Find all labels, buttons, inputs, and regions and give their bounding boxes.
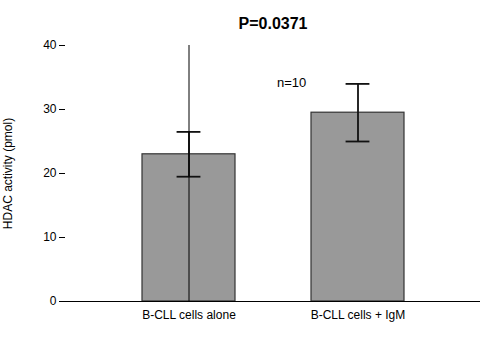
svg-text:0: 0 — [50, 294, 57, 308]
svg-text:10: 10 — [43, 230, 57, 244]
svg-text:n=10: n=10 — [277, 75, 306, 90]
svg-text:20: 20 — [43, 166, 57, 180]
svg-text:P=0.0371: P=0.0371 — [239, 15, 308, 32]
svg-text:B-CLL cells alone: B-CLL cells alone — [142, 308, 236, 322]
svg-text:30: 30 — [43, 102, 57, 116]
svg-text:40: 40 — [43, 38, 57, 52]
svg-text:B-CLL cells + IgM: B-CLL cells + IgM — [311, 308, 406, 322]
svg-text:HDAC activity (pmol): HDAC activity (pmol) — [1, 118, 15, 229]
